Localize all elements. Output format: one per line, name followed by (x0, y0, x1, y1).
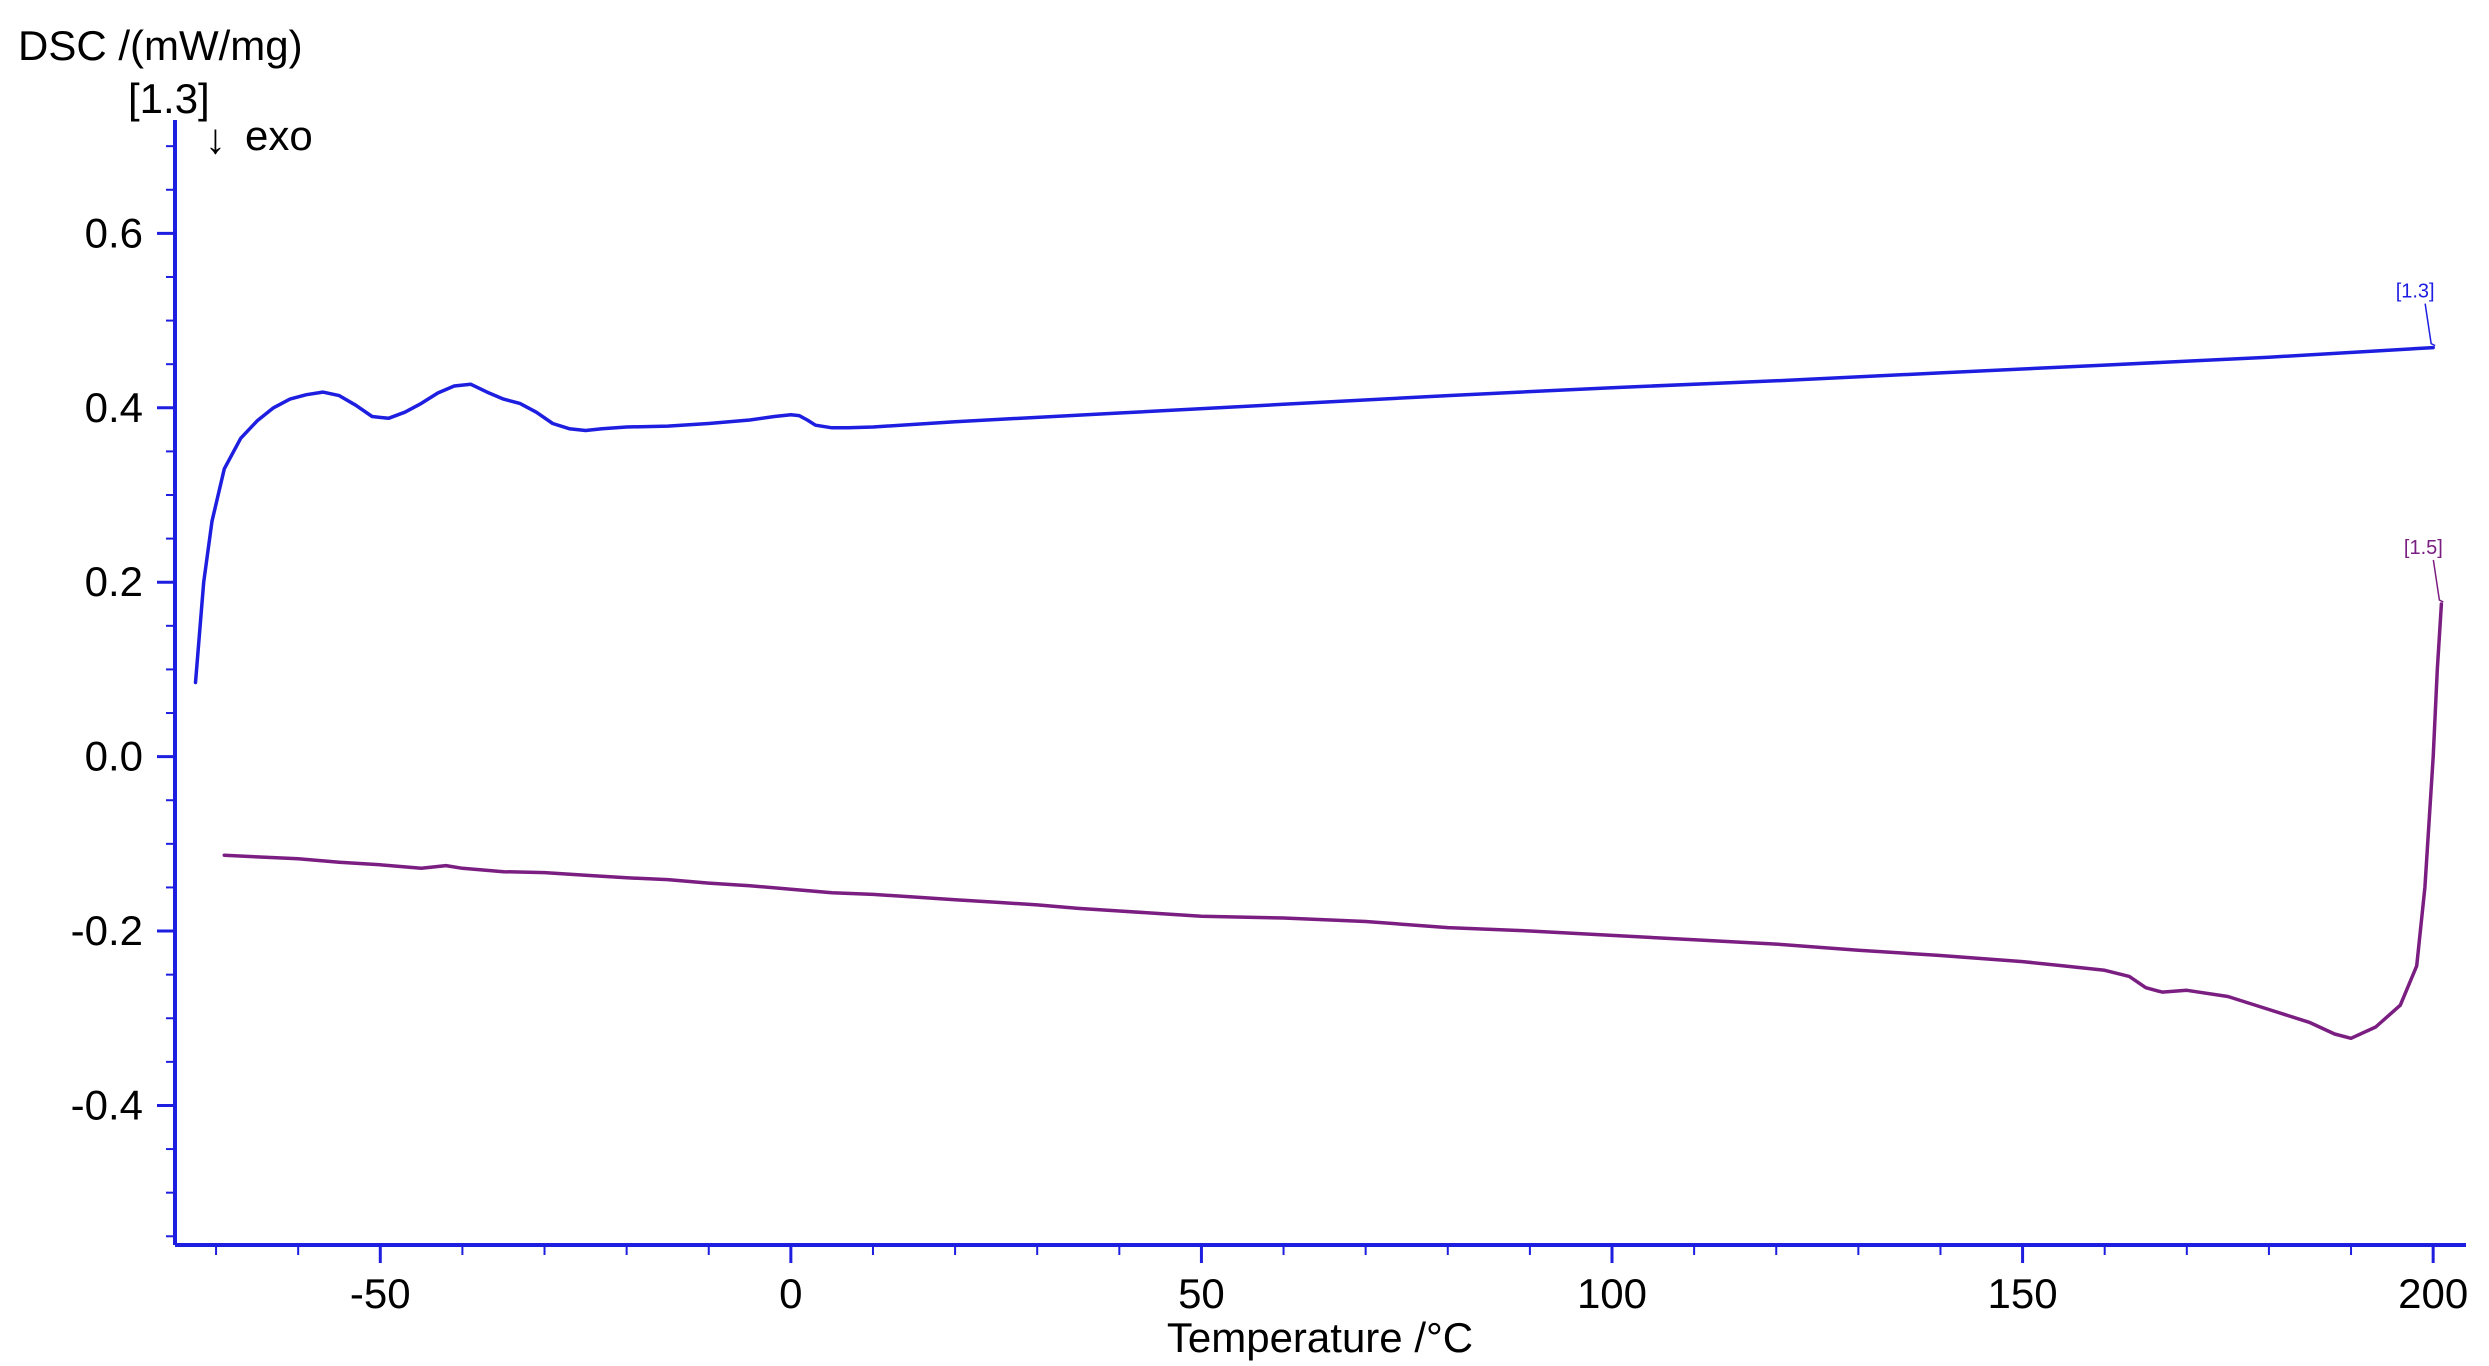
y-tick-label: 0.4 (85, 384, 143, 431)
x-tick-label: 150 (1988, 1270, 2058, 1317)
x-tick-label: -50 (350, 1270, 411, 1317)
series-tag-leader-1 (2424, 303, 2436, 347)
y-axis-segment-tag: [1.3] (128, 75, 210, 122)
y-axis-label: DSC /(mW/mg) (18, 22, 303, 69)
series-tag-2: [1.5] (2404, 537, 2443, 559)
x-tick-label: 50 (1178, 1270, 1225, 1317)
series-line-2 (222, 602, 2444, 1041)
series-layer (193, 345, 2444, 1041)
exo-arrow: ↓ (205, 115, 226, 162)
y-tick-label: -0.2 (71, 907, 143, 954)
end-annotations: [1.3] [1.5] (2396, 281, 2444, 603)
x-ticks: -50 0 50 100 150 200 (215, 1245, 2468, 1317)
x-tick-label: 0 (779, 1270, 802, 1317)
x-axis-label: Temperature /°C (1167, 1314, 1473, 1361)
series-line-1 (193, 345, 2435, 685)
exo-label: exo (245, 112, 313, 159)
y-tick-label: 0.0 (85, 733, 143, 780)
x-tick-label: 100 (1577, 1270, 1647, 1317)
series-tag-1: [1.3] (2396, 281, 2435, 303)
series-tag-leader-2 (2432, 559, 2444, 603)
y-tick-label: 0.6 (85, 209, 143, 256)
y-tick-label: -0.4 (71, 1081, 143, 1128)
y-tick-label: 0.2 (85, 558, 143, 605)
x-tick-label: 200 (2398, 1270, 2468, 1317)
y-ticks: 0.6 0.4 0.2 0.0 -0.2 -0.4 (71, 145, 175, 1238)
